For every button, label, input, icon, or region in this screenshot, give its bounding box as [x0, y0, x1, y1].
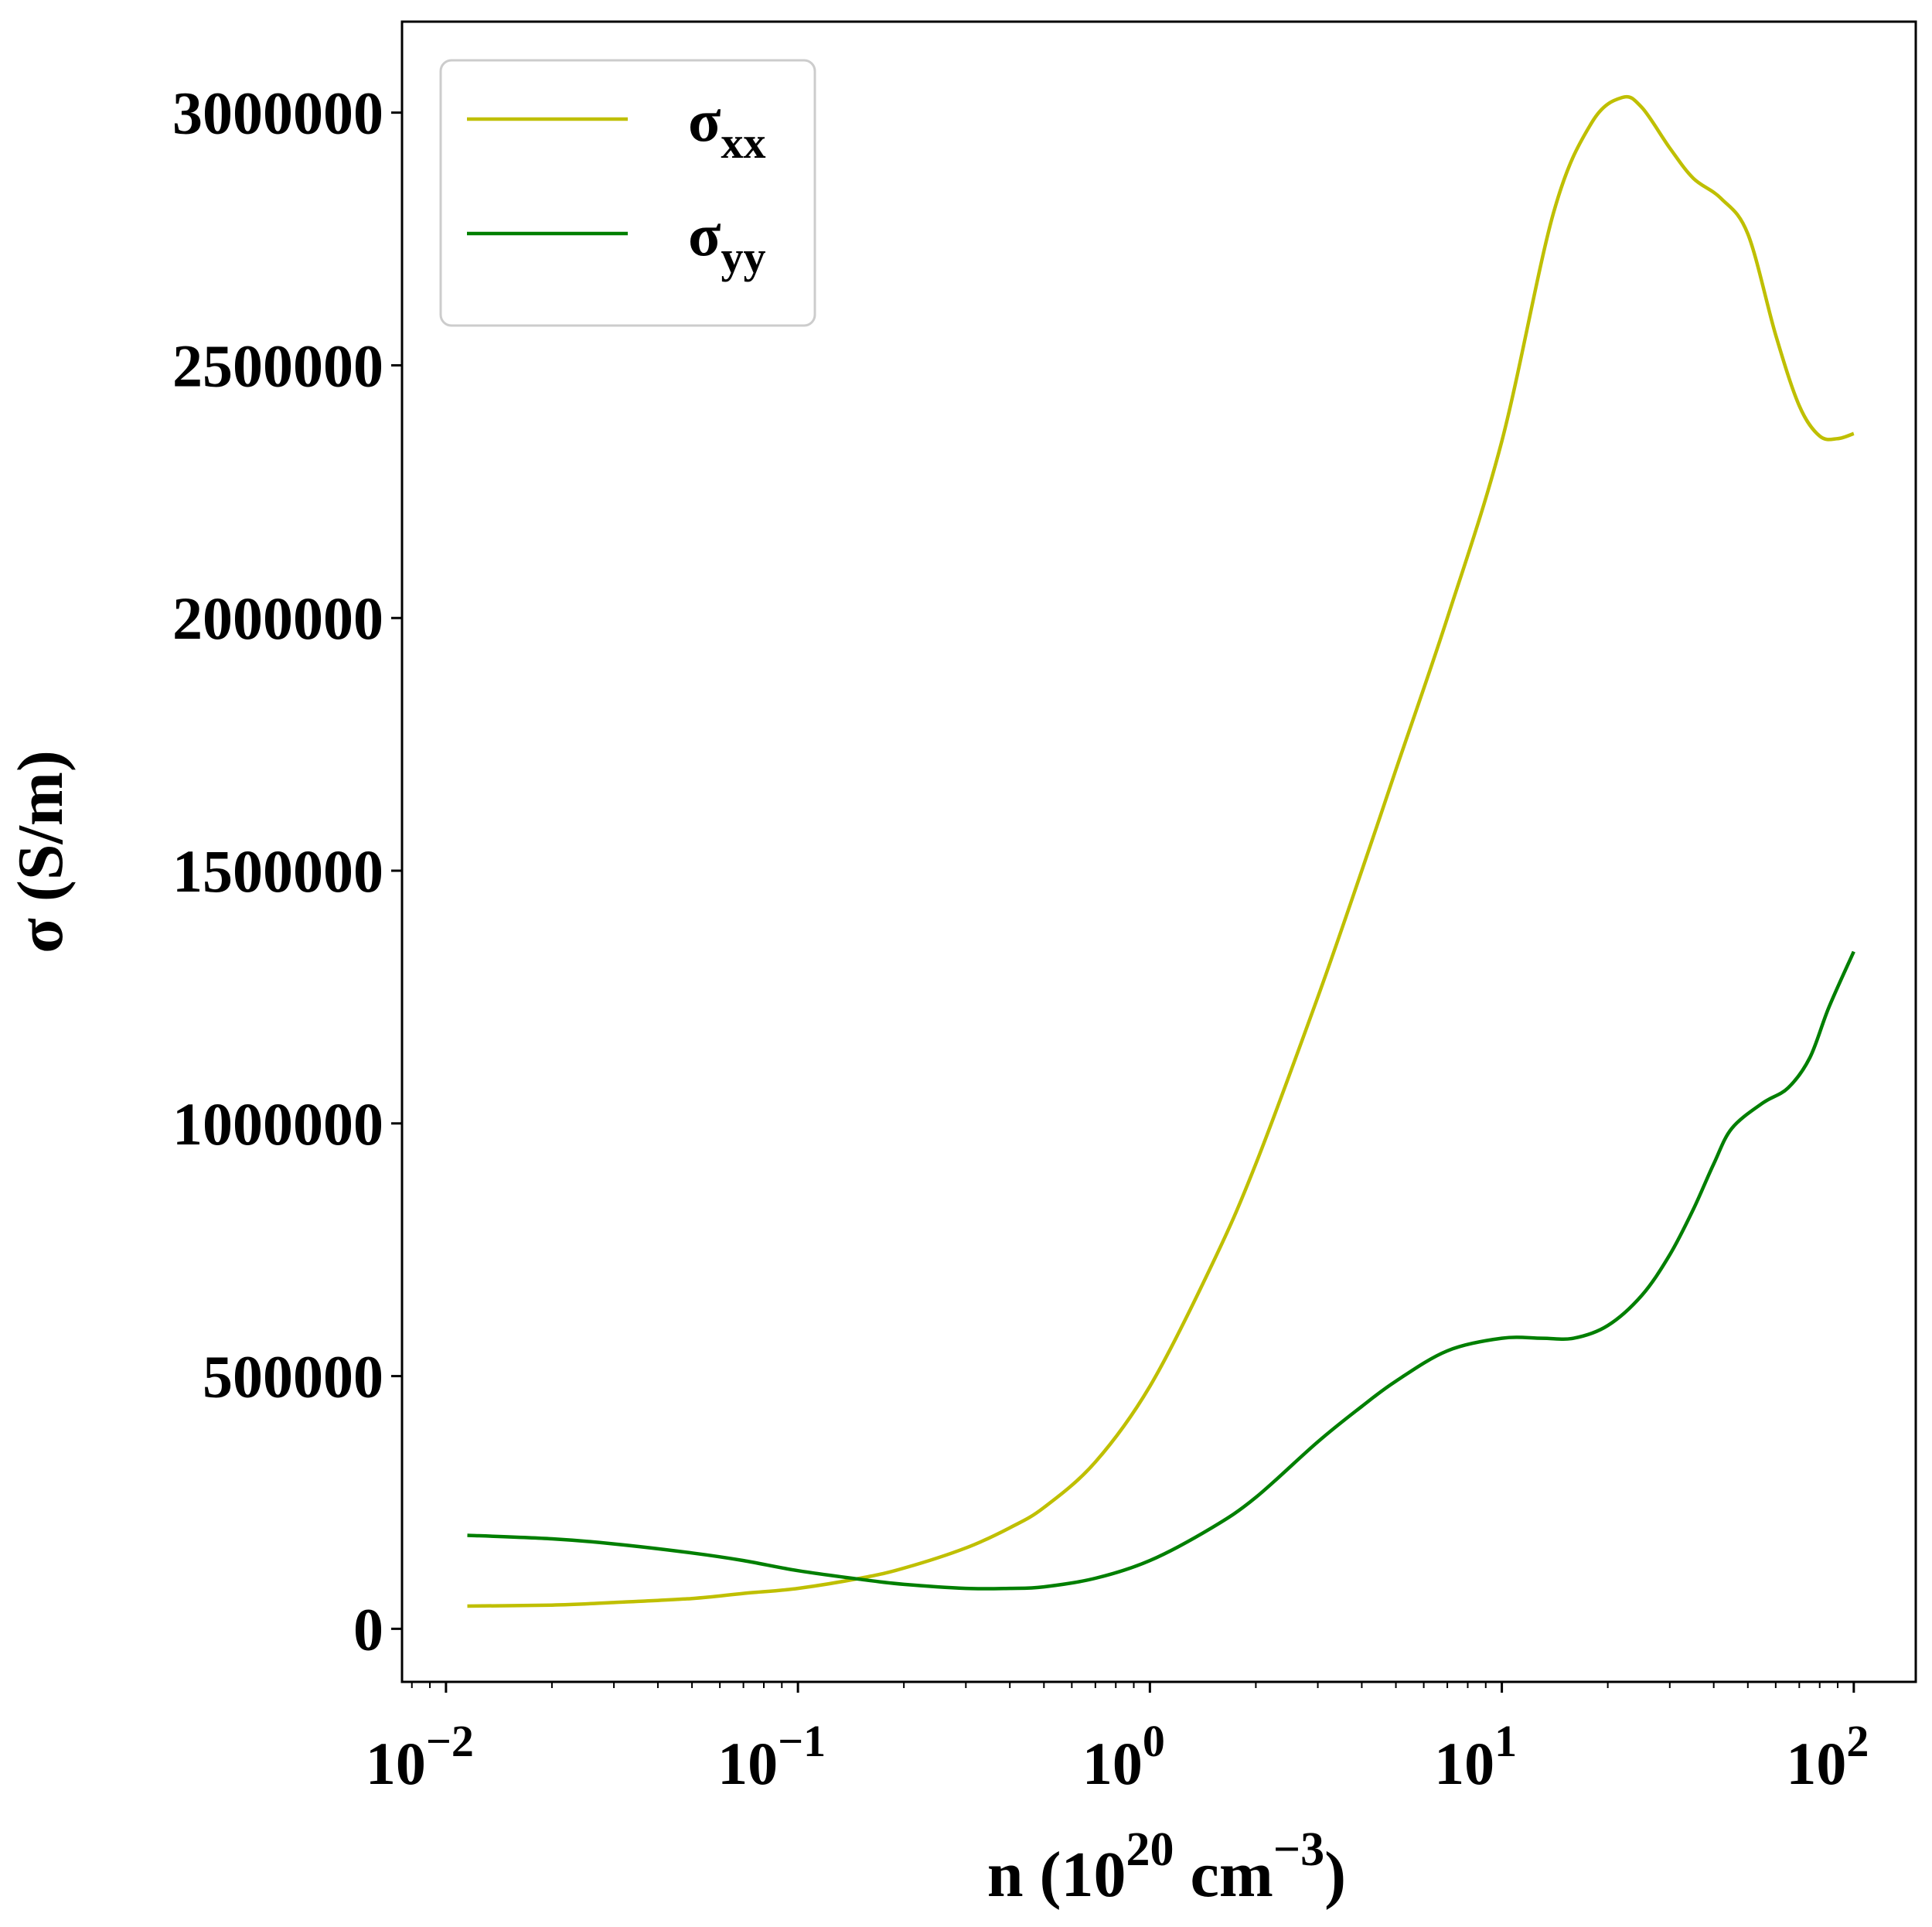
x-axis-title-sup1: 20 — [1126, 1823, 1174, 1876]
legend-label-yy: σyy — [688, 201, 765, 282]
x-axis-title-base: n (10 — [987, 1839, 1126, 1911]
axes-frame — [400, 20, 1917, 1683]
legend-label-symbol: σ — [688, 87, 721, 154]
x-tick-label: 101 — [1434, 1716, 1517, 1797]
x-tick-label-exponent: −2 — [426, 1716, 474, 1766]
x-tick-label: 10−2 — [366, 1716, 474, 1797]
legend-label-subscript: xx — [721, 118, 765, 168]
x-tick-label-base: 10 — [1786, 1730, 1846, 1797]
x-tick-label: 100 — [1082, 1716, 1165, 1797]
x-axis: 10−2 10−1 100 101 102 — [366, 1682, 1869, 1797]
y-tick-label: 2000000 — [172, 585, 383, 652]
x-tick-label-exponent: 0 — [1143, 1716, 1165, 1766]
y-axis-title: σ (S/m) — [5, 750, 77, 953]
x-tick-label: 10−1 — [717, 1716, 826, 1797]
y-tick-label: 500000 — [203, 1343, 383, 1410]
y-tick-label: 3000000 — [172, 80, 383, 147]
y-tick-label: 2500000 — [172, 332, 383, 399]
legend-label-subscript: yy — [721, 232, 765, 282]
x-tick-label: 102 — [1786, 1716, 1869, 1797]
series-line-yy — [467, 950, 1855, 1591]
x-tick-label-exponent: 1 — [1494, 1716, 1517, 1766]
x-tick-label-base: 10 — [1082, 1730, 1143, 1797]
x-axis-title-mid: cm — [1174, 1839, 1273, 1911]
legend-frame — [439, 59, 816, 327]
x-tick-label-base: 10 — [1434, 1730, 1494, 1797]
legend-label-symbol: σ — [688, 201, 721, 268]
x-tick-label-base: 10 — [717, 1730, 778, 1797]
y-axis: 0 500000 1000000 1500000 2000000 2500000 30000… — [172, 80, 402, 1663]
x-axis-title-end: ) — [1324, 1839, 1346, 1911]
legend-label-xx: σxx — [688, 87, 765, 168]
x-axis-title-sup2: −3 — [1273, 1823, 1324, 1876]
y-tick-label: 1500000 — [172, 837, 383, 905]
x-tick-label-base: 10 — [366, 1730, 426, 1797]
y-tick-label: 1000000 — [172, 1090, 383, 1158]
x-axis-title: n (1020 cm−3) — [987, 1823, 1346, 1911]
x-tick-label-exponent: 2 — [1846, 1716, 1869, 1766]
series-line-xx — [467, 94, 1855, 1608]
x-tick-label-exponent: −1 — [778, 1716, 826, 1766]
y-tick-label: 0 — [353, 1595, 383, 1663]
plot-area — [467, 94, 1855, 1608]
